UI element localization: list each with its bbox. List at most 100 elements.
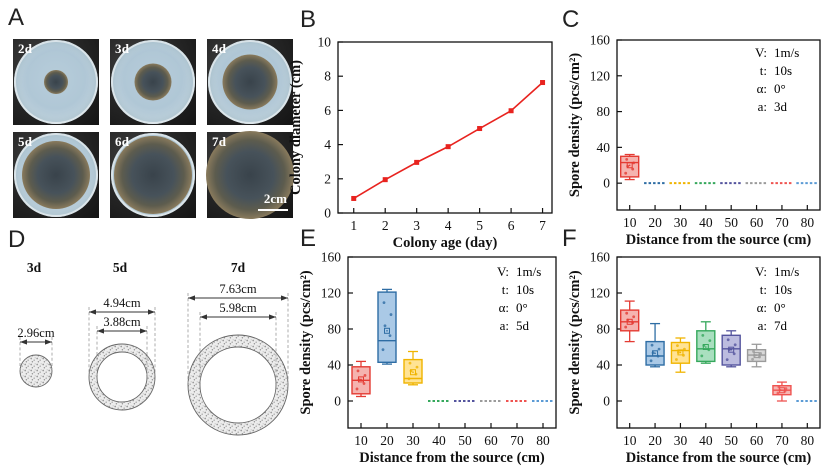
legend-value: 10s <box>516 282 535 297</box>
axes <box>337 41 553 214</box>
data-point <box>414 159 420 165</box>
panel-e-label: E <box>300 225 317 252</box>
axis-titles: Distance from the source (cm) Spore densi… <box>298 270 545 466</box>
svg-text:0: 0 <box>334 394 341 409</box>
legend-key: α: <box>756 300 767 315</box>
legend-key: a: <box>757 318 767 333</box>
data-point <box>508 108 514 114</box>
dish-day-label: 2d <box>18 41 33 56</box>
svg-text:80: 80 <box>536 433 550 448</box>
legend-row: α: 0° <box>750 80 799 98</box>
svg-text:50: 50 <box>458 433 472 448</box>
legend-key: V: <box>754 45 767 60</box>
data-point <box>477 126 483 132</box>
svg-text:30: 30 <box>674 215 688 230</box>
svg-text:Spore density (pcs/cm²): Spore density (pcs/cm²) <box>567 270 583 414</box>
petri-dish <box>208 40 292 124</box>
conditions-legend-c: V: 1m/s t: 10s α: 0° a: 3d <box>750 44 799 116</box>
x-axis: 1 2 3 4 5 6 7 <box>350 208 546 233</box>
fungal-colony <box>134 63 172 101</box>
petri-dish <box>206 131 294 219</box>
petri-dish <box>14 40 98 124</box>
y-axis: 0 2 4 6 8 10 <box>318 35 343 221</box>
legend-row: α: 0° <box>750 299 799 317</box>
svg-text:60: 60 <box>750 433 764 448</box>
svg-text:10: 10 <box>354 433 368 448</box>
svg-text:40: 40 <box>699 215 713 230</box>
svg-text:80: 80 <box>801 215 815 230</box>
legend-row: V: 1m/s <box>492 263 541 281</box>
scale-bar <box>258 208 288 211</box>
legend-key: V: <box>496 264 509 279</box>
svg-text:0: 0 <box>603 176 610 191</box>
svg-text:120: 120 <box>590 68 611 83</box>
legend-row: a: 5d <box>492 317 541 335</box>
svg-text:10: 10 <box>623 215 637 230</box>
legend-key: V: <box>754 264 767 279</box>
dish-day-label: 3d <box>115 41 130 56</box>
svg-text:Distance from the source (cm): Distance from the source (cm) <box>626 232 812 248</box>
dish-day-label: 7d <box>212 134 227 149</box>
svg-text:20: 20 <box>380 433 394 448</box>
legend-value: 10s <box>774 63 793 78</box>
data-point <box>382 177 388 183</box>
legend-key: t: <box>759 282 767 297</box>
svg-text:20: 20 <box>648 215 662 230</box>
axes <box>347 256 557 429</box>
svg-text:80: 80 <box>801 433 815 448</box>
svg-text:Spore density (pcs/cm²): Spore density (pcs/cm²) <box>298 270 314 414</box>
box-60 <box>746 343 767 368</box>
box-10 <box>619 153 640 181</box>
svg-text:Colony diameter (cm): Colony diameter (cm) <box>288 60 304 195</box>
svg-text:40: 40 <box>699 433 713 448</box>
petri-photo-7d: 7d 2cm <box>206 131 294 219</box>
dish-day-label: 6d <box>115 134 130 149</box>
svg-text:160: 160 <box>590 250 611 265</box>
dish-day-label: 4d <box>212 41 227 56</box>
svg-text:80: 80 <box>597 322 611 337</box>
x-axis: 10 20 30 40 50 60 70 80 <box>623 423 814 448</box>
axis-titles: Distance from the source (cm) Spore densi… <box>567 270 811 466</box>
panel-a-label: A <box>8 4 25 31</box>
data-point <box>351 195 357 201</box>
box-10 <box>351 360 371 398</box>
box-50 <box>721 330 741 368</box>
svg-text:6: 6 <box>508 218 515 233</box>
svg-text:120: 120 <box>321 286 342 301</box>
svg-text:Distance from the source (cm): Distance from the source (cm) <box>626 450 812 466</box>
svg-text:30: 30 <box>674 433 688 448</box>
svg-text:70: 70 <box>510 433 524 448</box>
svg-text:40: 40 <box>597 358 611 373</box>
legend-row: t: 10s <box>750 62 799 80</box>
inner-diameter-label-5d: 3.88cm <box>103 315 140 329</box>
panel-d-label: D <box>8 226 26 253</box>
legend-row: V: 1m/s <box>750 44 799 62</box>
legend-value: 1m/s <box>516 264 542 279</box>
legend-row: α: 0° <box>492 299 541 317</box>
x-axis: 10 20 30 40 50 60 70 80 <box>623 205 814 230</box>
petri-photo-4d: 4d <box>207 39 293 125</box>
svg-text:40: 40 <box>432 433 446 448</box>
svg-text:5: 5 <box>476 218 483 233</box>
y-axis: 0 40 80 120 160 <box>590 33 622 191</box>
svg-text:80: 80 <box>328 322 342 337</box>
svg-text:Spore density (pcs/cm²): Spore density (pcs/cm²) <box>567 53 583 197</box>
svg-text:70: 70 <box>775 215 789 230</box>
inner-diameter-label-7d: 5.98cm <box>219 301 256 315</box>
data-point <box>540 80 546 86</box>
legend-value: 0° <box>774 300 786 315</box>
petri-dish <box>111 133 195 217</box>
diagram-day-label-3d: 3d <box>27 260 42 275</box>
svg-text:2: 2 <box>324 171 331 186</box>
svg-text:60: 60 <box>750 215 764 230</box>
svg-text:0: 0 <box>603 394 610 409</box>
x-axis: 10 20 30 40 50 60 70 80 <box>354 423 550 448</box>
conditions-legend-e: V: 1m/s t: 10s α: 0° a: 5d <box>492 263 541 335</box>
outer-diameter-label-5d: 4.94cm <box>103 296 140 310</box>
fungal-colony <box>222 54 278 110</box>
panel-c-label: C <box>562 6 580 33</box>
svg-text:2: 2 <box>382 218 389 233</box>
